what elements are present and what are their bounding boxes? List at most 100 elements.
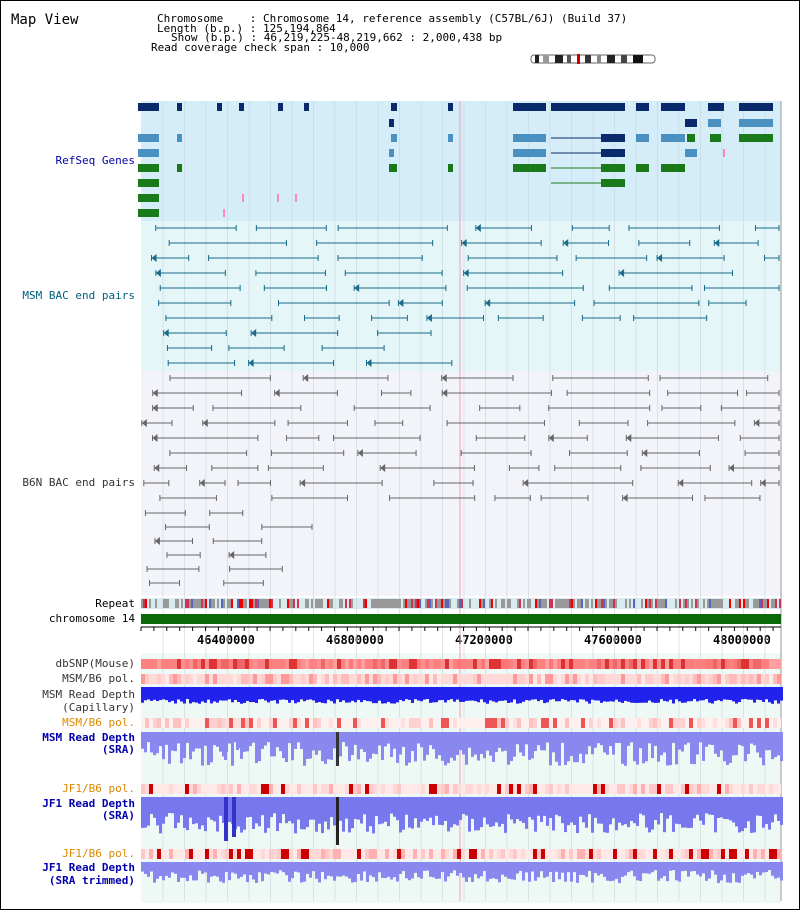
msm-pol-sra-cell [745, 718, 749, 728]
jf1-pol-cell [365, 784, 369, 794]
msm-depth-sra-bar [327, 732, 330, 760]
jf1-depth-trim-bar [768, 862, 771, 871]
gene-exon [636, 164, 649, 172]
jf1-depth-trim-bar [420, 862, 423, 879]
msm-depth-cap-bar [363, 687, 366, 701]
msm-depth-sra-bar [666, 732, 669, 766]
dbsnp-cell [533, 659, 537, 669]
jf1-depth-trim-bar [276, 862, 279, 874]
msm-depth-cap-bar [483, 687, 486, 703]
msm-pol-cell [421, 674, 425, 684]
msm-b6-pol-track-label[interactable]: MSM/B6 pol. [62, 672, 135, 685]
jf1-depth-bar [519, 797, 522, 822]
repeat-block [755, 599, 757, 608]
jf1-pol-cell [649, 784, 653, 794]
dbsnp-cell [589, 659, 593, 669]
msm-depth-sra-bar [462, 732, 465, 755]
msm-pol-cell [657, 674, 661, 684]
jf1-depth-trim-bar [537, 862, 540, 878]
dbsnp-cell [609, 659, 613, 669]
msm-bac-pair-arrow [398, 299, 404, 307]
msm-depth-cap-bar [180, 687, 183, 702]
repeat-block [209, 599, 211, 608]
msm-depth-sra-bar [426, 732, 429, 755]
msm-depth-cap-bar [675, 687, 678, 700]
msm-depth-cap-bar [579, 687, 582, 700]
jf1-read-depth-trim-label[interactable]: JF1 Read Depth [42, 861, 135, 874]
dbsnp-cell [225, 659, 229, 669]
dbsnp-cell [181, 659, 185, 669]
jf1-depth-trim-bar [339, 862, 342, 877]
msm-pol-cell [489, 674, 493, 684]
gene-exon [687, 134, 695, 142]
axis-tick-label: 47200000 [455, 633, 513, 647]
jf1-depth-trim-bar [594, 862, 597, 874]
jf1-depth-trim-bar [555, 862, 558, 872]
repeat-block [747, 599, 749, 608]
msm-depth-cap-bar [549, 687, 552, 700]
msm-depth-cap-bar [780, 687, 783, 701]
dbsnp-cell [497, 659, 501, 669]
jf1-pol-cell [425, 784, 429, 794]
msm-depth-sra-bar [555, 732, 558, 762]
jf1-pol-trim-cell [205, 849, 209, 859]
msm-bac-pair-arrow [163, 329, 169, 337]
jf1-pol-cell [701, 784, 705, 794]
msm-read-depth-sra-label[interactable]: MSM Read Depth [42, 731, 135, 744]
msm-pol-sra-cell [329, 718, 333, 728]
gene-exon [138, 209, 159, 217]
msm-depth-cap-bar [654, 687, 657, 703]
jf1-pol-trim-cell [729, 849, 733, 859]
jf1-pol-trim-cell [209, 849, 213, 859]
chromosome-ideogram[interactable] [529, 53, 659, 67]
jf1-depth-bar [471, 797, 474, 819]
msm-read-depth-cap-label[interactable]: MSM Read Depth [42, 688, 135, 701]
jf1-depth-bar [711, 797, 714, 815]
msm-depth-cap-bar [288, 687, 291, 703]
msm-pol-cell [345, 674, 349, 684]
jf1-depth-bar [216, 797, 219, 832]
jf1-pol-trim-cell [749, 849, 753, 859]
jf1-depth-bar [495, 797, 498, 823]
jf1-depth-trim-bar [306, 862, 309, 874]
jf1-pol-trim-cell [253, 849, 257, 859]
msm-depth-cap-bar [417, 687, 420, 701]
jf1-b6-pol-track-label[interactable]: JF1/B6 pol. [62, 782, 135, 795]
dbsnp-cell [505, 659, 509, 669]
msm-depth-cap-bar [327, 687, 330, 700]
jf1-depth-trim-bar [492, 862, 495, 879]
msm-depth-cap-bar [471, 687, 474, 701]
jf1-depth-trim-bar [450, 862, 453, 874]
msm-depth-sra-bar [738, 732, 741, 745]
refseq-track-label[interactable]: RefSeq Genes [55, 154, 135, 167]
dbsnp-cell [705, 659, 709, 669]
msm-depth-cap-bar [414, 687, 417, 700]
dbsnp-cell [509, 659, 513, 669]
msm-pol-cell [265, 674, 269, 684]
msm-depth-cap-bar [177, 687, 180, 700]
msm-pol-sra-cell [461, 718, 465, 728]
msm-pol-sra-cell [737, 718, 741, 728]
repeat-block [431, 599, 433, 608]
msm-depth-cap-bar [246, 687, 249, 701]
jf1-pol-cell [417, 784, 421, 794]
msm-bac-track-label[interactable]: MSM BAC end pairs [22, 289, 135, 302]
jf1-depth-bar [561, 797, 564, 824]
repeat-block [495, 599, 497, 608]
msm-pol-sra-cell [277, 718, 281, 728]
msm-bac-pair-arrow [463, 269, 469, 277]
msm-read-depth-cap-sublabel: (Capillary) [62, 701, 135, 714]
dbsnp-track-label[interactable]: dbSNP(Mouse) [55, 657, 135, 670]
msm-pol-cell [417, 674, 421, 684]
b6n-bac-track-label[interactable]: B6N BAC end pairs [22, 476, 135, 489]
jf1-read-depth-label[interactable]: JF1 Read Depth [42, 797, 135, 810]
jf1-pol-trim-cell [261, 849, 265, 859]
jf1-b6-pol-trim-track-label[interactable]: JF1/B6 pol. [62, 847, 135, 860]
msm-b6-pol-sra-track-label[interactable]: MSM/B6 pol. [62, 716, 135, 729]
msm-depth-cap-bar [534, 687, 537, 700]
dbsnp-cell [425, 659, 429, 669]
msm-depth-sra-bar [558, 732, 561, 766]
jf1-depth-bar [168, 797, 171, 814]
jf1-depth-bar [684, 797, 687, 828]
